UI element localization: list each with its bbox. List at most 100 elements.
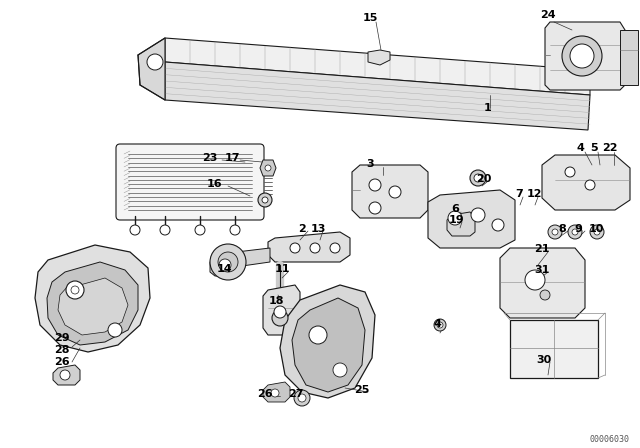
FancyBboxPatch shape [116, 144, 264, 220]
Text: 13: 13 [310, 224, 326, 234]
Circle shape [568, 225, 582, 239]
Polygon shape [53, 365, 80, 385]
Circle shape [290, 243, 300, 253]
Circle shape [60, 370, 70, 380]
Circle shape [594, 229, 600, 235]
Text: 30: 30 [536, 355, 552, 365]
Text: 5: 5 [590, 143, 598, 153]
Text: 6: 6 [451, 204, 459, 214]
Text: 7: 7 [515, 189, 523, 199]
Circle shape [369, 179, 381, 191]
Polygon shape [260, 160, 276, 176]
Polygon shape [58, 278, 128, 335]
Polygon shape [428, 190, 515, 248]
Polygon shape [447, 212, 475, 236]
Circle shape [525, 270, 545, 290]
Circle shape [210, 244, 246, 280]
Circle shape [274, 306, 286, 318]
Circle shape [272, 310, 288, 326]
Text: 12: 12 [526, 189, 541, 199]
Circle shape [262, 197, 268, 203]
Circle shape [474, 174, 482, 182]
Polygon shape [228, 248, 270, 268]
Text: 16: 16 [206, 179, 222, 189]
Circle shape [448, 211, 462, 225]
Polygon shape [263, 382, 290, 402]
Circle shape [66, 281, 84, 299]
Circle shape [565, 167, 575, 177]
Polygon shape [368, 50, 390, 65]
Polygon shape [210, 254, 240, 276]
Text: 2: 2 [298, 224, 306, 234]
Text: 28: 28 [54, 345, 70, 355]
Polygon shape [500, 248, 585, 318]
Circle shape [369, 202, 381, 214]
Text: 4: 4 [576, 143, 584, 153]
Text: 17: 17 [224, 153, 240, 163]
Circle shape [108, 323, 122, 337]
Circle shape [548, 225, 562, 239]
Circle shape [294, 390, 310, 406]
Text: 14: 14 [217, 264, 233, 274]
Circle shape [572, 229, 578, 235]
Circle shape [470, 170, 486, 186]
Polygon shape [165, 38, 590, 95]
Polygon shape [138, 38, 165, 100]
Circle shape [310, 243, 320, 253]
Circle shape [230, 225, 240, 235]
Text: 22: 22 [602, 143, 618, 153]
Polygon shape [268, 232, 350, 262]
Text: 23: 23 [202, 153, 218, 163]
Circle shape [590, 225, 604, 239]
Circle shape [265, 165, 271, 171]
Circle shape [471, 208, 485, 222]
Circle shape [437, 322, 443, 328]
Polygon shape [280, 285, 375, 398]
Circle shape [540, 290, 550, 300]
Text: 10: 10 [588, 224, 604, 234]
Polygon shape [292, 298, 365, 392]
Text: 00006030: 00006030 [590, 435, 630, 444]
Text: 3: 3 [366, 159, 374, 169]
Text: 11: 11 [275, 264, 290, 274]
Text: 9: 9 [574, 224, 582, 234]
Circle shape [218, 252, 238, 272]
Bar [510, 320, 598, 378]
Circle shape [330, 243, 340, 253]
Text: 25: 25 [355, 385, 370, 395]
Text: 20: 20 [476, 174, 492, 184]
Text: 29: 29 [54, 333, 70, 343]
Circle shape [219, 259, 231, 271]
Circle shape [570, 44, 594, 68]
Text: 8: 8 [558, 224, 566, 234]
Circle shape [333, 363, 347, 377]
Text: 19: 19 [448, 215, 464, 225]
Circle shape [298, 394, 306, 402]
Text: 4: 4 [433, 319, 441, 329]
Bar [620, 30, 638, 85]
Circle shape [562, 36, 602, 76]
Circle shape [71, 286, 79, 294]
Text: 18: 18 [268, 296, 284, 306]
Circle shape [130, 225, 140, 235]
Circle shape [160, 225, 170, 235]
Circle shape [147, 54, 163, 70]
Text: 21: 21 [534, 244, 550, 254]
Polygon shape [47, 262, 138, 345]
Polygon shape [165, 62, 590, 130]
Polygon shape [545, 22, 625, 90]
Circle shape [258, 193, 272, 207]
Circle shape [492, 219, 504, 231]
Text: 31: 31 [534, 265, 550, 275]
Circle shape [434, 319, 446, 331]
Text: 24: 24 [540, 10, 556, 20]
Polygon shape [263, 285, 300, 335]
Circle shape [552, 229, 558, 235]
Circle shape [585, 180, 595, 190]
Circle shape [309, 326, 327, 344]
Text: 26: 26 [54, 357, 70, 367]
Text: 1: 1 [484, 103, 492, 113]
Text: 27: 27 [288, 389, 304, 399]
Circle shape [389, 186, 401, 198]
Polygon shape [542, 155, 630, 210]
